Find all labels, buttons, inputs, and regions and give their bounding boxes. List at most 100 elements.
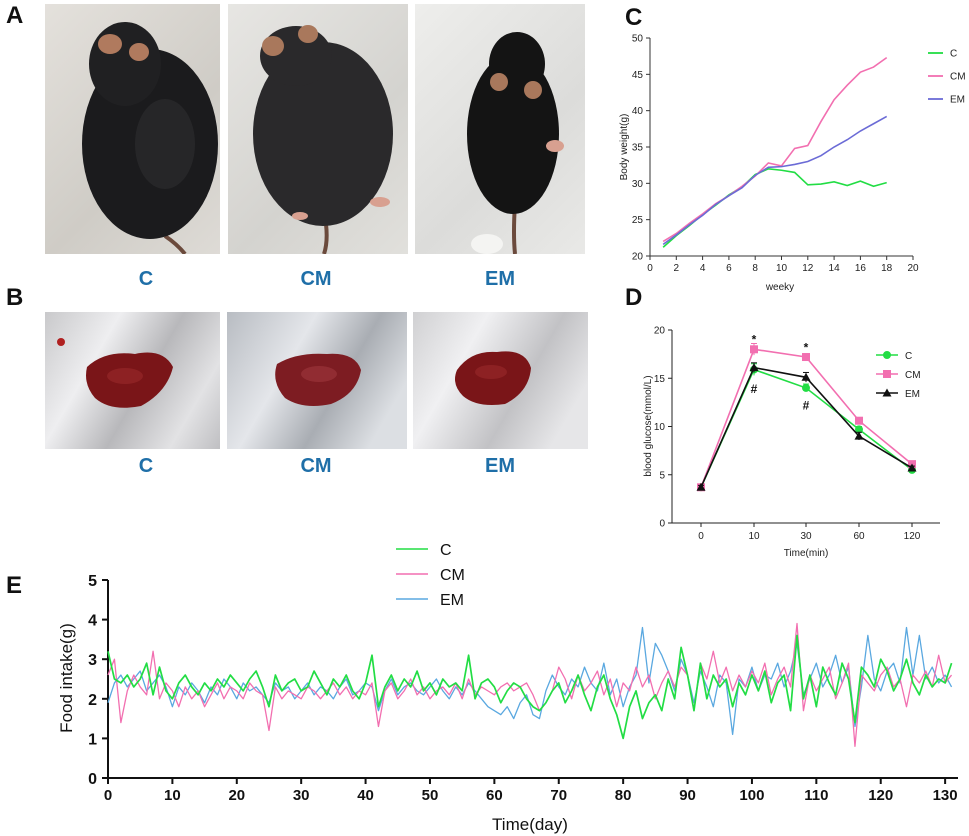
e-x-axis-label: Time(day) [492,815,568,834]
c-legend-label-em: EM [950,95,965,106]
e-x-tick-label: 50 [422,787,439,804]
c-x-tick-label: 10 [776,263,788,274]
c-x-tick-label: 12 [802,263,814,274]
e-x-tick-label: 90 [679,787,696,804]
d-annotation: * [752,333,757,347]
d-x-tick-label: 60 [853,531,865,542]
mouse-photo-cm [228,4,408,254]
mouse-photo-c [45,4,220,254]
liver-c-illustration [57,338,173,408]
d-y-tick-label: 10 [654,422,666,433]
e-series-c [107,634,953,740]
panel-label-c: C [625,4,643,31]
e-x-tick-label: 100 [739,787,764,804]
c-x-tick-label: 2 [674,263,680,274]
e-x-tick-label: 30 [293,787,310,804]
d-y-tick-label: 15 [654,374,666,385]
liver-photo-cm [227,312,407,449]
d-legend-marker-cm [883,370,891,378]
c-x-tick-label: 8 [752,263,758,274]
c-y-tick-label: 40 [632,106,644,117]
caption-b-em: EM [485,455,515,477]
d-legend-marker-c [883,351,891,359]
d-y-tick-label: 20 [654,326,666,337]
e-series-cm [107,622,953,747]
e-x-tick-label: 110 [804,787,828,804]
c-y-tick-label: 25 [632,215,644,226]
e-x-tick-label: 130 [933,787,958,804]
e-legend-label-em: EM [440,592,464,609]
liver-photo-em [413,312,588,449]
caption-a-em: EM [485,268,515,290]
mouse-cm-illustration [253,25,393,254]
c-x-tick-label: 14 [829,263,841,274]
d-point-cm [855,416,863,425]
e-x-tick-label: 70 [550,787,567,804]
c-x-axis-label: weeky [765,282,794,293]
d-point-em [854,431,864,440]
d-annotation: # [751,382,758,396]
c-legend-label-c: C [950,49,957,60]
mouse-photo-em [415,4,585,254]
e-y-tick-label: 1 [88,731,97,748]
c-x-tick-label: 16 [855,263,867,274]
c-y-tick-label: 30 [632,179,644,190]
d-y-tick-label: 0 [659,519,665,530]
c-x-tick-label: 0 [647,263,653,274]
c-y-tick-label: 45 [632,70,644,81]
e-y-tick-label: 3 [88,652,97,669]
d-point-c [855,425,863,434]
d-x-tick-label: 120 [904,531,921,542]
c-y-tick-label: 35 [632,143,644,154]
caption-b-c: C [138,455,154,477]
c-y-tick-label: 50 [632,34,644,45]
e-y-tick-label: 0 [88,771,97,788]
d-point-em [907,463,917,472]
d-annotation: * [804,340,809,354]
e-y-tick-label: 4 [88,613,97,630]
c-series-cm [662,56,888,243]
e-legend-label-c: C [440,542,452,559]
c-x-tick-label: 18 [881,263,893,274]
e-y-tick-label: 5 [88,573,97,590]
d-annotation: # [803,398,810,412]
c-x-tick-label: 6 [726,263,732,274]
liver-em-illustration [455,351,531,405]
d-x-axis-label: Time(min) [784,548,829,559]
mouse-em-illustration [467,32,564,254]
panel-label-a: A [6,2,24,29]
d-legend-label-em: EM [905,389,920,400]
d-point-em [801,372,811,381]
liver-cm-illustration [275,353,361,406]
d-point-c [802,383,810,392]
e-y-tick-label: 2 [88,692,97,709]
d-y-tick-label: 5 [659,470,665,481]
mouse-c-illustration [82,22,218,254]
e-x-tick-label: 120 [868,787,893,804]
e-y-axis-label: Food intake(g) [57,623,76,733]
d-point-cm [802,353,810,362]
e-x-tick-label: 60 [486,787,503,804]
panel-label-b: B [6,284,24,311]
d-y-axis-label: blood glucose(mmol/L) [643,375,654,476]
e-x-tick-label: 20 [228,787,245,804]
caption-b-cm: CM [300,455,332,477]
c-y-axis-label: Body weight(g) [619,114,630,181]
d-x-tick-label: 0 [698,531,704,542]
e-x-tick-label: 80 [615,787,632,804]
c-legend-label-cm: CM [950,72,966,83]
panel-label-d: D [625,284,643,311]
liver-photo-c [45,312,220,449]
c-x-tick-label: 4 [700,263,706,274]
e-x-tick-label: 10 [164,787,181,804]
d-point-cm [750,345,758,354]
d-point-em [749,363,759,372]
caption-a-cm: CM [300,268,332,290]
caption-a-c: C [138,268,154,290]
panel-label-e: E [6,572,23,599]
e-legend-label-cm: CM [440,567,465,584]
c-x-tick-label: 20 [907,263,919,274]
